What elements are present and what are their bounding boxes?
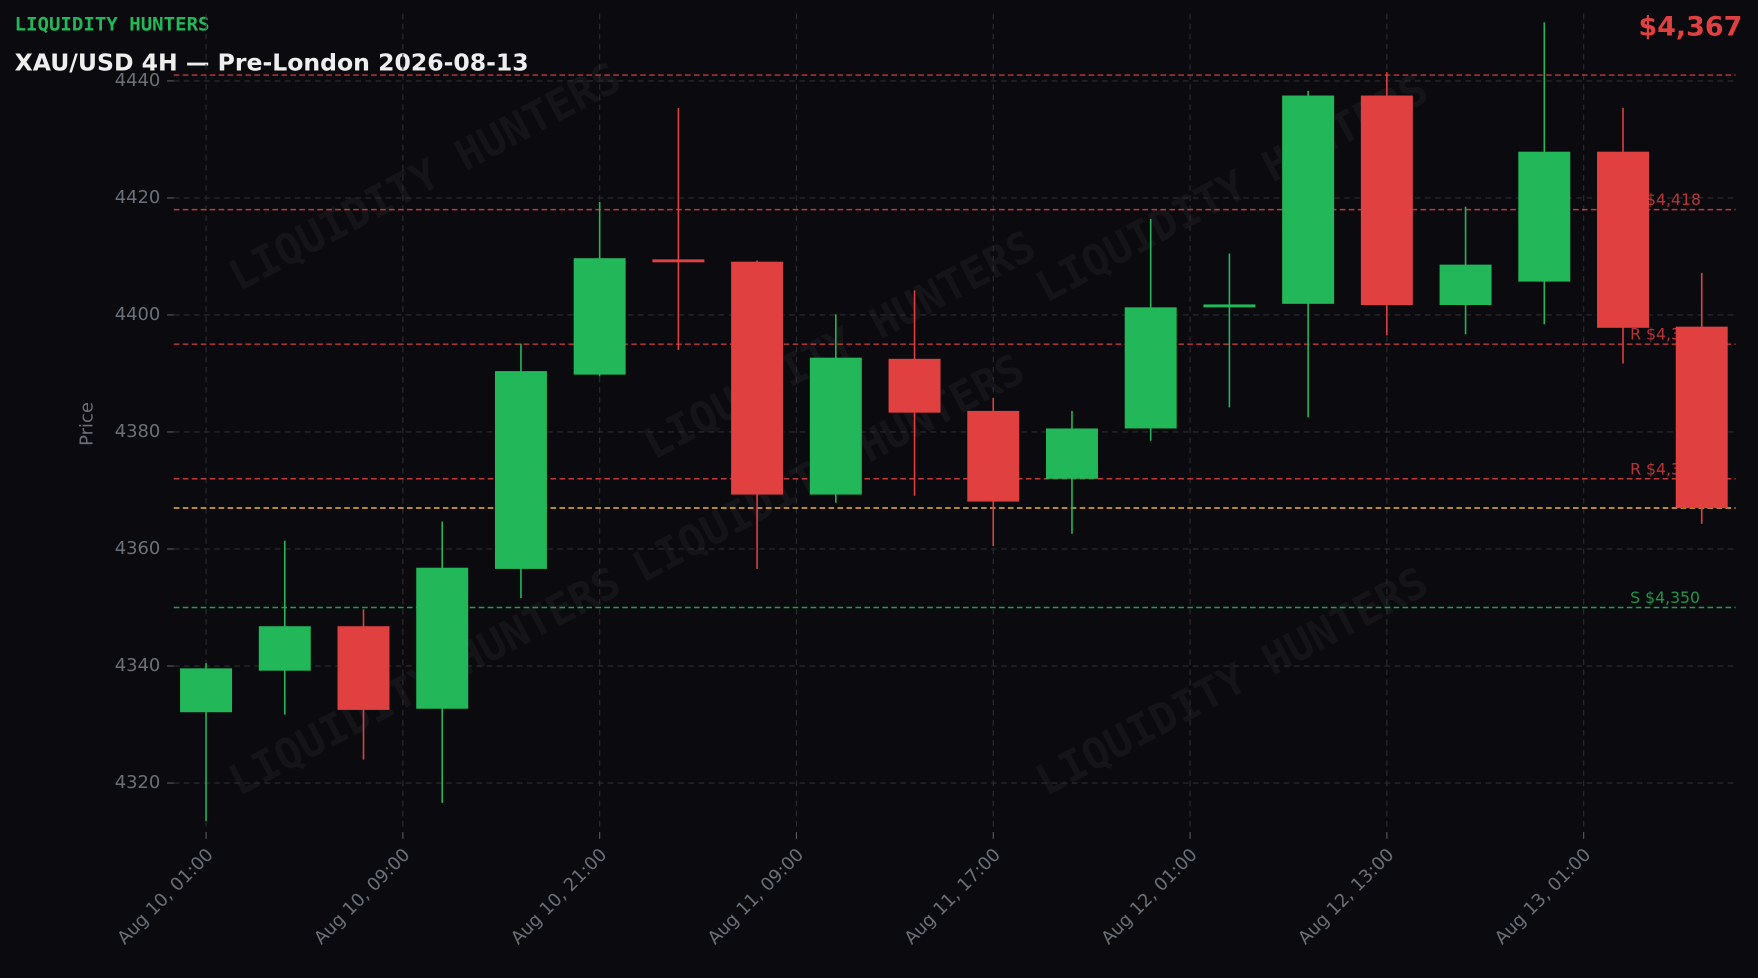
candle-body bbox=[809, 357, 862, 495]
candle-body bbox=[652, 259, 705, 263]
y-tick-label: 4400 bbox=[115, 304, 161, 325]
candle-body bbox=[1045, 428, 1098, 479]
candle-body bbox=[337, 626, 390, 710]
y-tick-label: 4440 bbox=[115, 70, 161, 91]
candle-body bbox=[1360, 95, 1413, 306]
candle-body bbox=[1203, 304, 1256, 308]
candle-body bbox=[573, 258, 626, 375]
y-tick-label: 4380 bbox=[115, 421, 161, 442]
candle-body bbox=[731, 261, 784, 495]
y-tick-label: 4320 bbox=[115, 772, 161, 793]
candle-body bbox=[180, 668, 233, 713]
candle-body bbox=[416, 567, 469, 709]
brand: LIQUIDITY HUNTERS bbox=[15, 13, 210, 35]
candle-body bbox=[494, 371, 547, 569]
candle-body bbox=[1597, 151, 1649, 328]
chart-title: XAU/USD 4H — Pre-London 2026-08-13 bbox=[15, 49, 529, 77]
y-axis-label: Price bbox=[76, 402, 97, 446]
y-tick-label: 4420 bbox=[115, 187, 161, 208]
candle-body bbox=[1282, 95, 1335, 304]
candle-body bbox=[967, 410, 1020, 502]
candle-body bbox=[1518, 151, 1571, 282]
candle-body bbox=[1675, 326, 1728, 509]
current-price: $4,367 bbox=[1639, 12, 1743, 43]
candle-body bbox=[1124, 307, 1177, 429]
candle-body bbox=[1439, 264, 1492, 306]
y-tick-label: 4340 bbox=[115, 655, 161, 676]
level-label: S $4,350 bbox=[1630, 588, 1700, 607]
y-tick-label: 4360 bbox=[115, 538, 161, 559]
candle-body bbox=[888, 358, 941, 413]
candle-body bbox=[258, 626, 311, 671]
